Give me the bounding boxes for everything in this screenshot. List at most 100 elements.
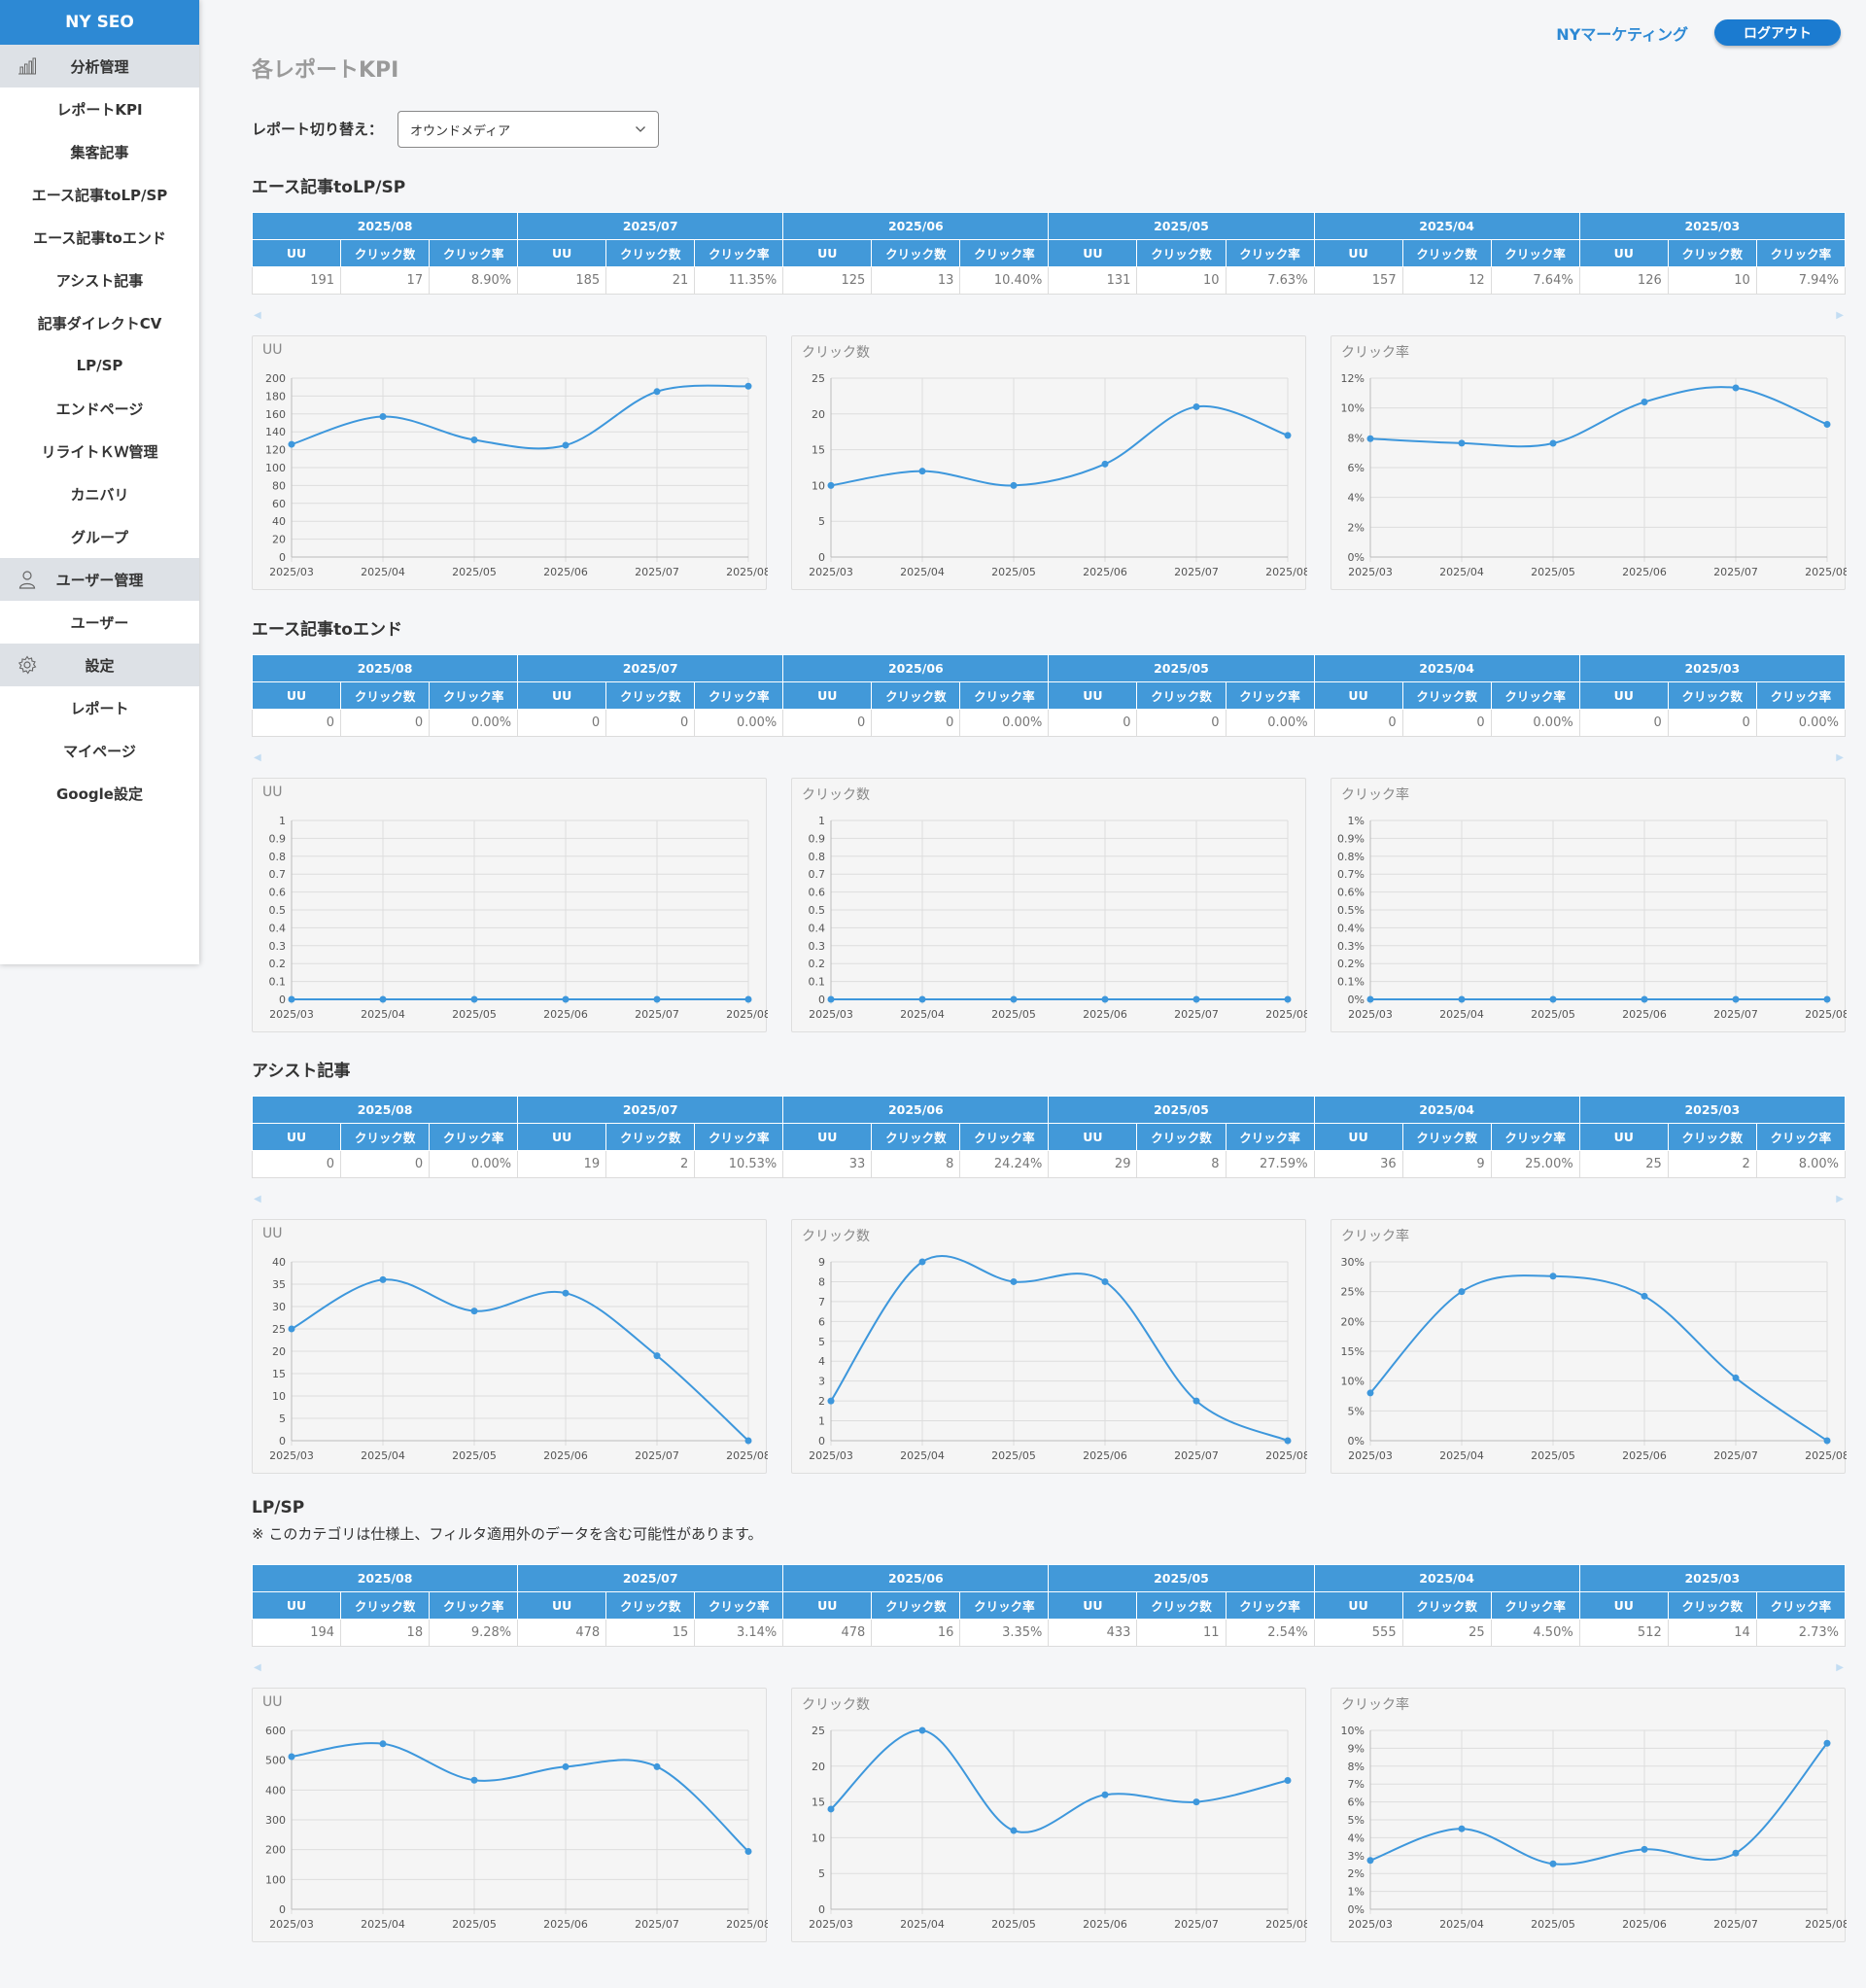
sidebar-item-ace-to-end[interactable]: エース記事toエンド xyxy=(33,228,166,247)
metric-header: クリック数 xyxy=(871,239,961,267)
sidebar-item-mypage[interactable]: マイページ xyxy=(63,742,136,760)
nav-section-analysis[interactable]: 分析管理 xyxy=(0,45,199,87)
table-cell: 9.28% xyxy=(429,1619,519,1647)
x-tick-label: 2025/08 xyxy=(726,1449,768,1462)
line-chart: クリック率 0% 5% 10% 15% 20% 25% 30% 2025/03 2025/04 2… xyxy=(1330,1219,1847,1474)
data-point xyxy=(470,436,478,443)
table-cell: 0.00% xyxy=(1225,709,1315,737)
metric-header: UU xyxy=(782,239,873,267)
sidebar-item-end-page[interactable]: エンドページ xyxy=(55,400,144,418)
sidebar-item-google-settings[interactable]: Google設定 xyxy=(56,785,143,803)
data-point xyxy=(827,481,835,489)
x-tick-label: 2025/07 xyxy=(1174,1918,1219,1931)
y-tick-label: 7% xyxy=(1348,1778,1365,1791)
metric-header: UU xyxy=(517,1123,607,1151)
metric-header: UU xyxy=(1048,681,1138,710)
scroll-left-icon[interactable]: ◀ xyxy=(254,310,261,321)
y-tick-label: 20 xyxy=(812,408,825,421)
x-tick-label: 2025/03 xyxy=(1348,1449,1393,1462)
table-cell: 0 xyxy=(605,709,696,737)
y-tick-label: 10 xyxy=(812,1831,825,1844)
table-header-metrics: UU クリック数 クリック率 UU クリック数 クリック率 UU クリック数 クリック率 UU クリ… xyxy=(251,681,1847,710)
y-tick-label: 2% xyxy=(1348,521,1365,534)
table-header-months: 2025/08 2025/07 2025/06 2025/05 2025/04 2025/… xyxy=(251,654,1847,682)
y-tick-label: 0.6 xyxy=(809,887,826,899)
table-cell: 191 xyxy=(251,266,342,295)
x-tick-label: 2025/07 xyxy=(635,1449,679,1462)
data-point xyxy=(1366,1389,1374,1397)
x-tick-label: 2025/04 xyxy=(1439,1449,1484,1462)
data-point xyxy=(1641,399,1648,406)
metric-header: クリック率 xyxy=(959,1123,1050,1151)
report-select[interactable]: オウンドメディア xyxy=(397,111,659,148)
line-chart: クリック数 0 0.1 0.2 0.3 0.4 0.5 0.6 0.7 0.8 0.9 1 2025/… xyxy=(791,778,1307,1032)
y-tick-label: 0.9 xyxy=(809,832,826,845)
x-tick-label: 2025/05 xyxy=(991,1918,1036,1931)
table-cell: 0 xyxy=(340,1150,431,1178)
table-cell: 8 xyxy=(871,1150,961,1178)
metric-header: クリック率 xyxy=(429,1123,519,1151)
scroll-right-icon[interactable]: ▶ xyxy=(1836,1662,1844,1673)
sidebar-item-direct-cv[interactable]: 記事ダイレクトCV xyxy=(37,314,162,332)
scroll-right-icon[interactable]: ▶ xyxy=(1836,1194,1844,1204)
table-cell: 131 xyxy=(1048,266,1138,295)
nav-section-user-management[interactable]: ユーザー管理 xyxy=(0,558,199,601)
x-tick-label: 2025/05 xyxy=(991,1008,1036,1021)
x-tick-label: 2025/03 xyxy=(1348,566,1393,578)
x-tick-label: 2025/04 xyxy=(1439,566,1484,578)
sidebar-item-report-settings[interactable]: レポート xyxy=(70,699,129,717)
y-tick-label: 0 xyxy=(818,1903,825,1916)
sidebar-item-assist-articles[interactable]: アシスト記事 xyxy=(55,271,144,290)
logout-button[interactable]: ログアウト xyxy=(1714,19,1841,46)
y-tick-label: 0 xyxy=(279,1903,286,1916)
sidebar-item-users[interactable]: ユーザー xyxy=(70,613,129,632)
metric-header: クリック率 xyxy=(694,239,784,267)
table-cell: 18 xyxy=(340,1619,431,1647)
data-point xyxy=(744,995,752,1003)
metric-header: クリック数 xyxy=(1401,1123,1492,1151)
scroll-left-icon[interactable]: ◀ xyxy=(254,752,261,763)
sidebar-item-report-kpi[interactable]: レポートKPI xyxy=(56,100,143,119)
y-tick-label: 25 xyxy=(812,1725,825,1737)
y-tick-label: 0.1% xyxy=(1337,976,1365,989)
month-header: 2025/08 xyxy=(251,1096,519,1124)
data-point xyxy=(1101,995,1109,1003)
sidebar-item-acquisition-articles[interactable]: 集客記事 xyxy=(70,143,129,161)
data-point xyxy=(1641,1292,1648,1300)
table-cell: 19 xyxy=(517,1150,607,1178)
table-cell: 0 xyxy=(871,709,961,737)
x-tick-label: 2025/05 xyxy=(452,1918,497,1931)
metric-header: クリック数 xyxy=(1136,239,1227,267)
data-point xyxy=(1284,995,1292,1003)
sidebar-item-rewrite-kw[interactable]: リライトＫＷ管理 xyxy=(41,442,158,461)
sidebar-item-group[interactable]: グループ xyxy=(70,528,129,546)
table-cell: 0.00% xyxy=(694,709,784,737)
metric-header: クリック数 xyxy=(605,239,696,267)
metric-header: UU xyxy=(1578,239,1669,267)
line-chart: クリック率 0% 2% 4% 6% 8% 10% 12% 2025/03 2025/04 2025… xyxy=(1330,335,1847,590)
scroll-right-icon[interactable]: ▶ xyxy=(1836,752,1844,763)
brand-logo[interactable]: NY SEO xyxy=(0,0,199,45)
month-header: 2025/06 xyxy=(782,1564,1050,1592)
sidebar-item-cannibal[interactable]: カニバリ xyxy=(70,485,129,504)
nav-section-settings[interactable]: 設定 xyxy=(0,644,199,686)
month-header: 2025/06 xyxy=(782,654,1050,682)
y-tick-label: 6% xyxy=(1348,1796,1365,1809)
metric-header: UU xyxy=(251,681,342,710)
metric-header: クリック数 xyxy=(1136,681,1227,710)
y-tick-label: 10% xyxy=(1341,1725,1365,1737)
scroll-left-icon[interactable]: ◀ xyxy=(254,1194,261,1204)
y-tick-label: 0 xyxy=(818,994,825,1006)
scroll-left-icon[interactable]: ◀ xyxy=(254,1662,261,1673)
report-section: アシスト記事 2025/08 2025/07 2025/06 2025/05 2025/0… xyxy=(251,1057,1847,1484)
chart-svg: 0% 0.1% 0.2% 0.3% 0.4% 0.5% 0.6% 0.7% 0.8% 0.9% 1%… xyxy=(1337,815,1847,1021)
sidebar-item-ace-to-lpsp[interactable]: エース記事toLP/SP xyxy=(31,186,168,204)
y-tick-label: 8 xyxy=(818,1275,825,1288)
header-user-link[interactable]: NYマーケティング xyxy=(1556,25,1688,44)
metric-header: クリック数 xyxy=(1401,681,1492,710)
scroll-right-icon[interactable]: ▶ xyxy=(1836,310,1844,321)
data-point xyxy=(288,1753,295,1761)
kpi-table: 2025/08 2025/07 2025/06 2025/05 2025/04 2025/… xyxy=(251,212,1847,295)
x-tick-label: 2025/04 xyxy=(361,1918,405,1931)
sidebar-item-lpsp[interactable]: LP/SP xyxy=(76,357,123,374)
